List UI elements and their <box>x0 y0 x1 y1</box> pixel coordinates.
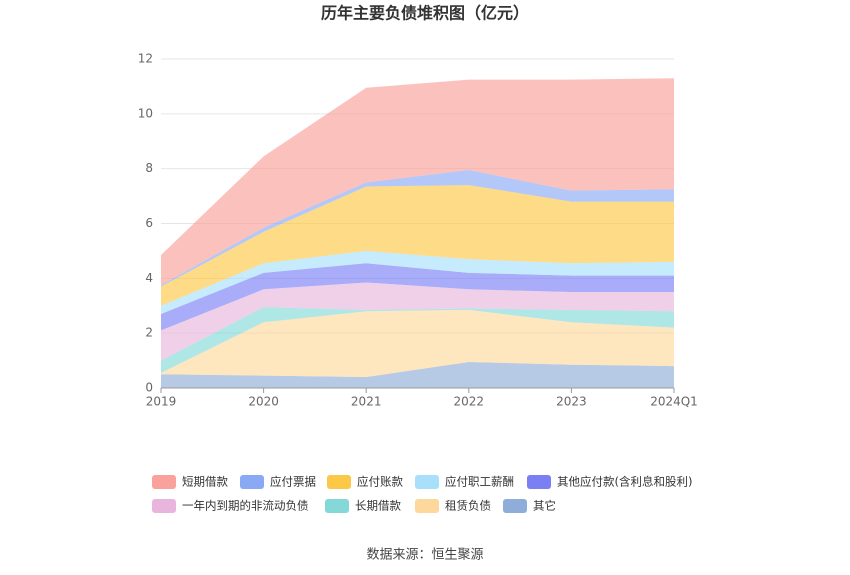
x-tick-label: 2020 <box>248 395 279 409</box>
legend-swatch <box>503 499 527 513</box>
y-tick-label: 10 <box>138 106 153 120</box>
area <box>161 250 674 314</box>
legend-swatch <box>327 475 351 489</box>
legend-swatch <box>415 475 439 489</box>
y-tick-label: 4 <box>145 271 153 285</box>
y-tick-label: 0 <box>145 381 153 395</box>
x-tick-label: 2024Q1 <box>650 395 698 409</box>
area <box>161 78 674 286</box>
legend-swatch <box>527 475 551 489</box>
y-tick-label: 6 <box>145 216 153 230</box>
chart-title: 历年主要负债堆积图（亿元） <box>321 4 529 23</box>
legend-text: 应付账款 <box>357 475 403 489</box>
area <box>161 361 674 388</box>
area <box>161 282 674 361</box>
area <box>161 185 674 306</box>
y-tick-label: 2 <box>145 326 153 340</box>
legend-text: 租赁负债 <box>445 499 491 513</box>
area <box>161 309 674 378</box>
x-tick-label: 2022 <box>454 395 485 409</box>
x-tick-label: 2023 <box>556 395 587 409</box>
legend-text: 其他应付款(含利息和股利) <box>557 475 692 489</box>
legend-text: 短期借款 <box>182 475 228 489</box>
x-tick-label: 2019 <box>146 395 177 409</box>
legend-text: 一年内到期的非流动负债 <box>182 499 309 513</box>
legend-text: 长期借款 <box>355 499 401 513</box>
x-tick-label: 2021 <box>351 395 382 409</box>
source: 数据来源：恒生聚源 <box>366 548 483 563</box>
legend-swatch <box>152 475 176 489</box>
legend-swatch <box>325 499 349 513</box>
legend-swatch <box>415 499 439 513</box>
legend-text: 应付票据 <box>270 475 316 489</box>
legend-swatch <box>152 499 176 513</box>
y-tick-label: 12 <box>138 52 153 66</box>
legend-swatch <box>240 475 264 489</box>
area <box>161 263 674 331</box>
legend-text: 应付职工薪酬 <box>445 475 514 489</box>
legend-text: 其它 <box>533 499 556 513</box>
y-tick-label: 8 <box>145 161 153 175</box>
area <box>161 307 674 373</box>
area <box>161 170 674 287</box>
